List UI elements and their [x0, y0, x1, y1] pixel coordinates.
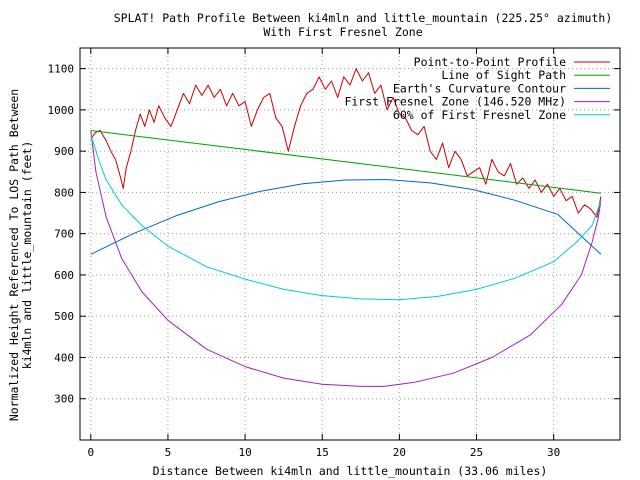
y-tick-label: 400	[54, 351, 74, 364]
legend-label: Earth's Curvature Contour	[393, 81, 566, 95]
x-tick-label: 30	[547, 446, 560, 459]
gridlines	[80, 48, 620, 440]
earth-curvature-line	[90, 179, 602, 255]
y-tick-label: 700	[54, 228, 74, 241]
x-tick-label: 15	[316, 446, 329, 459]
y-axis-label-line1: Normalized Height Referenced To LOS Path…	[7, 89, 21, 421]
first-fresnel-zone-line	[90, 130, 602, 387]
line-of-sight-line	[90, 130, 601, 194]
y-tick-label: 800	[54, 186, 74, 199]
axis-ticks: 0 5 10 15 20 25 30 300 400 500 600 700 800 900 1000 110…	[48, 48, 620, 459]
y-tick-label: 300	[54, 393, 74, 406]
plot-border	[79, 47, 621, 441]
legend-label: Point-to-Point Profile	[414, 55, 566, 69]
y-axis-label-group: Normalized Height Referenced To LOS Path…	[7, 89, 34, 421]
point-to-point-profile-line	[90, 68, 602, 218]
fresnel-60-line	[90, 134, 602, 301]
chart-title: SPLAT! Path Profile Between ki4mln and l…	[114, 11, 613, 25]
y-tick-label: 900	[54, 145, 74, 158]
y-axis-label-line2: ki4mln and little_mountain (feet)	[20, 141, 34, 369]
legend-label: Line of Sight Path	[441, 68, 566, 82]
legend-label: First Fresnel Zone (146.520 MHz)	[344, 95, 566, 109]
x-tick-label: 10	[238, 446, 251, 459]
y-tick-label: 600	[54, 269, 74, 282]
y-tick-label: 1100	[48, 63, 75, 76]
y-tick-label: 500	[54, 310, 74, 323]
chart-subtitle: With First Fresnel Zone	[263, 25, 422, 39]
x-tick-label: 25	[470, 446, 483, 459]
series-group	[90, 68, 602, 387]
x-axis-label: Distance Between ki4mln and little_mount…	[153, 464, 548, 478]
legend-label: 60% of First Fresnel Zone	[393, 108, 566, 122]
y-tick-label: 1000	[48, 104, 75, 117]
x-tick-label: 20	[393, 446, 406, 459]
x-tick-label: 0	[87, 446, 94, 459]
x-tick-label: 5	[165, 446, 172, 459]
